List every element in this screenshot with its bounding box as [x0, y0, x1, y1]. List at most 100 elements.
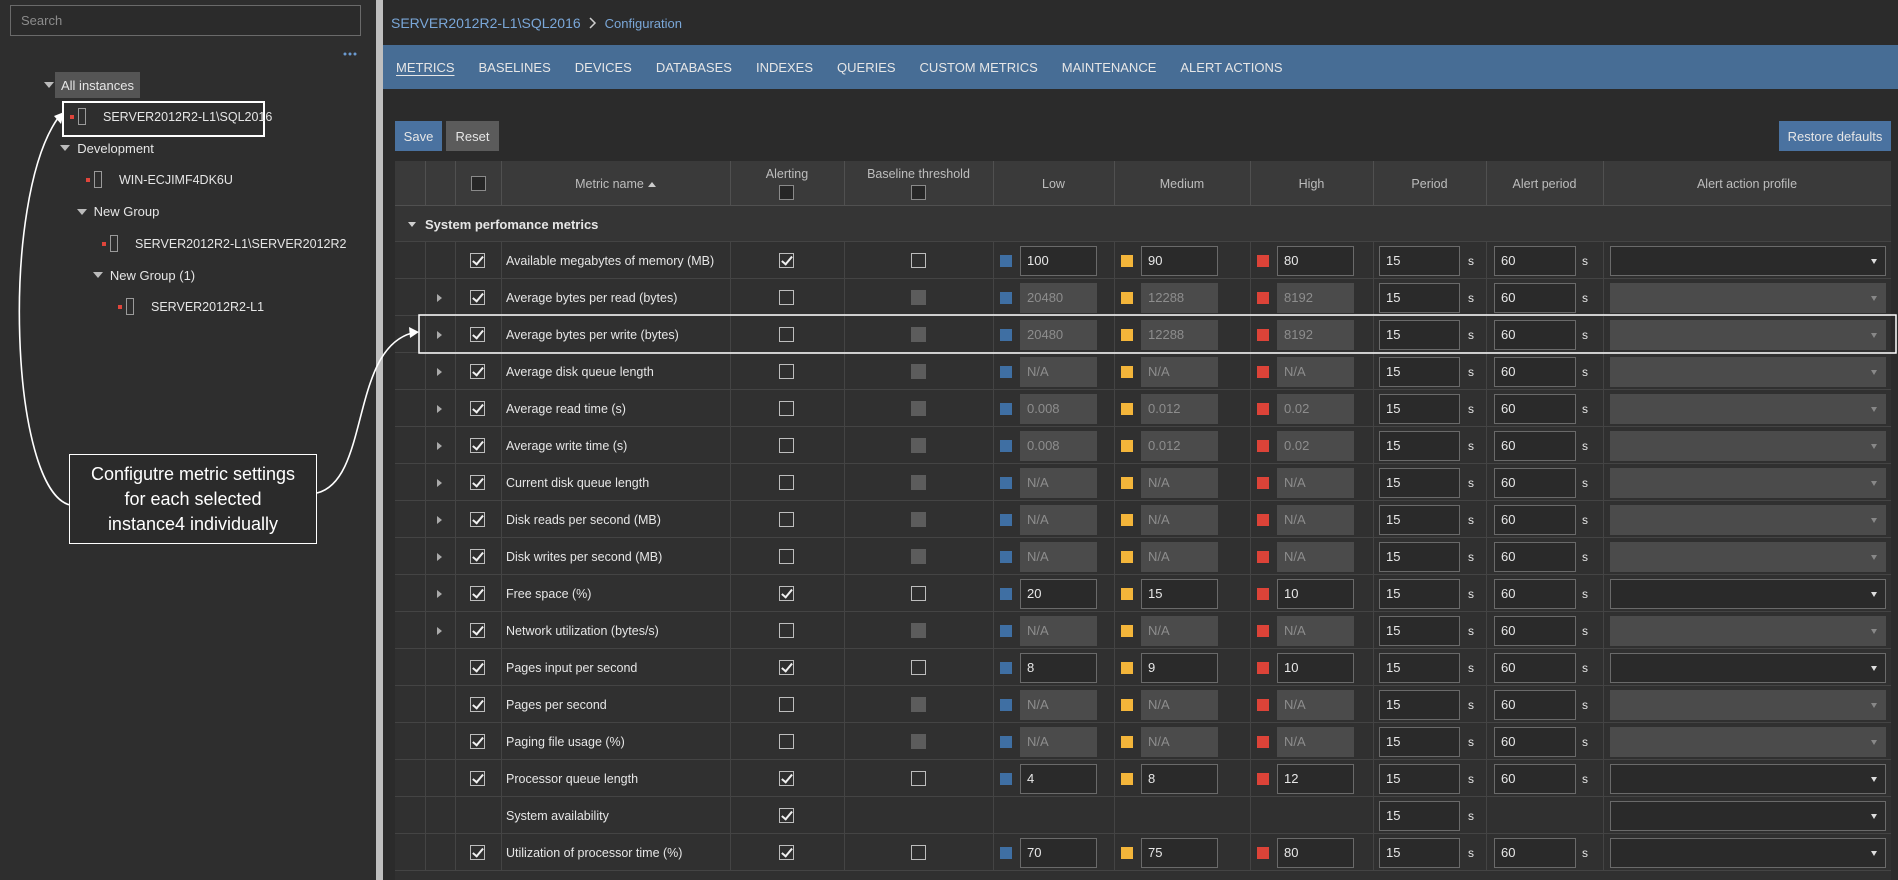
alert-profile-dropdown[interactable] [1610, 282, 1886, 313]
high-threshold-input[interactable]: N/A [1277, 726, 1354, 757]
low-threshold-input[interactable]: N/A [1020, 615, 1097, 646]
alert-period-input[interactable]: 60 [1494, 356, 1576, 387]
row-expander[interactable] [437, 367, 442, 376]
tree-group-label[interactable]: New Group [93, 204, 160, 220]
row-expander[interactable] [437, 330, 442, 339]
alert-period-input[interactable]: 60 [1494, 245, 1576, 276]
row-expander[interactable] [437, 589, 442, 598]
alert-profile-dropdown[interactable] [1610, 504, 1886, 535]
alerting-checkbox[interactable] [779, 844, 794, 860]
group-expander[interactable] [408, 222, 416, 227]
baseline-checkbox[interactable] [910, 844, 926, 860]
period-input[interactable]: 15 [1379, 652, 1460, 683]
high-threshold-input[interactable]: 0.02 [1277, 430, 1354, 461]
row-expander[interactable] [437, 515, 442, 524]
save-button[interactable]: Save [395, 121, 442, 151]
alert-profile-dropdown[interactable] [1610, 615, 1886, 646]
low-threshold-input[interactable]: N/A [1020, 541, 1097, 572]
alert-period-input[interactable]: 60 [1494, 504, 1576, 535]
period-input[interactable]: 15 [1379, 393, 1460, 424]
period-input[interactable]: 15 [1379, 504, 1460, 535]
period-input[interactable]: 15 [1379, 689, 1460, 720]
high-threshold-input[interactable]: 10 [1277, 578, 1354, 609]
alerting-checkbox[interactable] [779, 474, 794, 490]
high-threshold-input[interactable]: 80 [1277, 245, 1354, 276]
low-threshold-input[interactable]: 0.008 [1020, 393, 1097, 424]
column-header[interactable]: Medium [1159, 177, 1205, 191]
period-input[interactable]: 15 [1379, 578, 1460, 609]
period-input[interactable]: 15 [1379, 800, 1460, 831]
breadcrumb-instance[interactable]: SERVER2012R2-L1\SQL2016 [391, 15, 581, 31]
low-threshold-input[interactable]: N/A [1020, 689, 1097, 720]
tree-instance-label[interactable]: SERVER2012R2-L1 [151, 299, 265, 314]
medium-threshold-input[interactable]: 12288 [1141, 282, 1218, 313]
enabled-checkbox[interactable] [470, 696, 485, 712]
baseline-checkbox[interactable] [910, 733, 926, 749]
baseline-checkbox[interactable] [910, 363, 926, 379]
column-header[interactable]: Baseline threshold [867, 167, 970, 181]
high-threshold-input[interactable]: 10 [1277, 652, 1354, 683]
alert-period-input[interactable]: 60 [1494, 837, 1576, 868]
high-threshold-input[interactable]: N/A [1277, 541, 1354, 572]
column-header[interactable]: Metric name [501, 175, 730, 193]
medium-threshold-input[interactable]: N/A [1141, 689, 1218, 720]
column-header[interactable]: Alert action profile [1696, 177, 1798, 191]
high-threshold-input[interactable]: N/A [1277, 689, 1354, 720]
alert-profile-dropdown[interactable] [1610, 541, 1886, 572]
enabled-checkbox[interactable] [470, 659, 485, 675]
baseline-checkbox[interactable] [910, 289, 926, 305]
enabled-checkbox[interactable] [470, 733, 485, 749]
enabled-checkbox[interactable] [470, 844, 485, 860]
low-threshold-input[interactable]: 20480 [1020, 319, 1097, 350]
medium-threshold-input[interactable]: 0.012 [1141, 393, 1218, 424]
alerting-checkbox[interactable] [779, 585, 794, 601]
high-threshold-input[interactable]: N/A [1277, 467, 1354, 498]
enabled-checkbox[interactable] [470, 400, 485, 416]
tree-instance-label[interactable]: SERVER2012R2-L1\SERVER2012R2 [135, 236, 347, 251]
baseline-checkbox[interactable] [910, 696, 926, 712]
alert-period-input[interactable]: 60 [1494, 430, 1576, 461]
high-threshold-input[interactable]: 80 [1277, 837, 1354, 868]
row-expander[interactable] [437, 478, 442, 487]
tree-expander[interactable] [92, 272, 103, 279]
alert-profile-dropdown[interactable] [1610, 689, 1886, 720]
alerting-checkbox[interactable] [779, 252, 794, 268]
low-threshold-input[interactable]: N/A [1020, 467, 1097, 498]
enabled-checkbox[interactable] [470, 326, 485, 342]
low-threshold-input[interactable]: 8 [1020, 652, 1097, 683]
high-threshold-input[interactable]: 0.02 [1277, 393, 1354, 424]
tree-expander[interactable] [60, 145, 71, 152]
high-threshold-input[interactable]: 12 [1277, 763, 1354, 794]
alerting-checkbox[interactable] [779, 289, 794, 305]
period-input[interactable]: 15 [1379, 837, 1460, 868]
baseline-checkbox[interactable] [910, 548, 926, 564]
alerting-checkbox[interactable] [779, 696, 794, 712]
high-threshold-input[interactable]: N/A [1277, 504, 1354, 535]
medium-threshold-input[interactable]: 8 [1141, 763, 1218, 794]
medium-threshold-input[interactable]: 90 [1141, 245, 1218, 276]
low-threshold-input[interactable]: N/A [1020, 504, 1097, 535]
row-expander[interactable] [437, 626, 442, 635]
tree-instance-label[interactable]: WIN-ECJIMF4DK6U [119, 173, 233, 188]
period-input[interactable]: 15 [1379, 245, 1460, 276]
high-threshold-input[interactable]: N/A [1277, 356, 1354, 387]
alert-profile-dropdown[interactable] [1610, 578, 1886, 609]
period-input[interactable]: 15 [1379, 356, 1460, 387]
alerting-checkbox[interactable] [779, 770, 794, 786]
enabled-checkbox[interactable] [470, 289, 485, 305]
alerting-checkbox[interactable] [779, 659, 794, 675]
alert-period-input[interactable]: 60 [1494, 689, 1576, 720]
medium-threshold-input[interactable]: N/A [1141, 356, 1218, 387]
alert-period-input[interactable]: 60 [1494, 393, 1576, 424]
row-expander[interactable] [437, 552, 442, 561]
alert-profile-dropdown[interactable] [1610, 319, 1886, 350]
baseline-checkbox[interactable] [910, 400, 926, 416]
period-input[interactable]: 15 [1379, 615, 1460, 646]
more-button[interactable] [343, 45, 357, 56]
medium-threshold-input[interactable]: 12288 [1141, 319, 1218, 350]
high-threshold-input[interactable]: 8192 [1277, 282, 1354, 313]
period-input[interactable]: 15 [1379, 541, 1460, 572]
medium-threshold-input[interactable]: 0.012 [1141, 430, 1218, 461]
low-threshold-input[interactable]: 70 [1020, 837, 1097, 868]
select-all-checkbox[interactable] [471, 176, 486, 191]
